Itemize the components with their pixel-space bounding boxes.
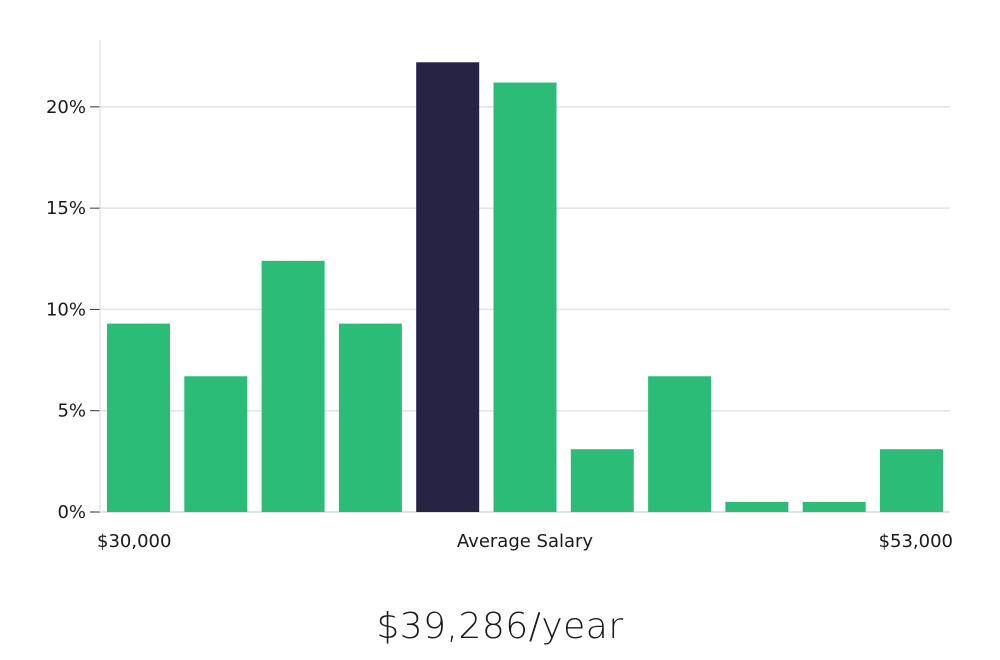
bar — [338, 323, 402, 512]
x-min-label: $30,000 — [97, 531, 171, 552]
y-tick-label: 5% — [57, 401, 86, 422]
bar — [570, 449, 634, 512]
x-max-label: $53,000 — [879, 531, 953, 552]
y-tick-label: 0% — [57, 502, 86, 523]
y-tick-label: 15% — [46, 198, 86, 219]
bar-highlight — [416, 62, 480, 512]
bar — [184, 376, 248, 512]
bar — [648, 376, 712, 512]
bars — [107, 62, 943, 512]
y-axis-ticks: 0% 5% 10% 15% 20% — [46, 97, 100, 523]
salary-histogram: 0% 5% 10% 15% 20% $30,000 Average Salary $53… — [46, 40, 953, 552]
bar — [493, 82, 557, 512]
bar — [725, 501, 789, 512]
bar — [880, 449, 943, 512]
average-salary-value: $39,286/year — [376, 606, 624, 647]
bar — [261, 260, 325, 512]
x-axis-title: Average Salary — [457, 531, 594, 552]
bar — [107, 323, 170, 512]
y-tick-label: 20% — [46, 97, 86, 118]
bar — [802, 501, 866, 512]
y-tick-label: 10% — [46, 299, 86, 320]
